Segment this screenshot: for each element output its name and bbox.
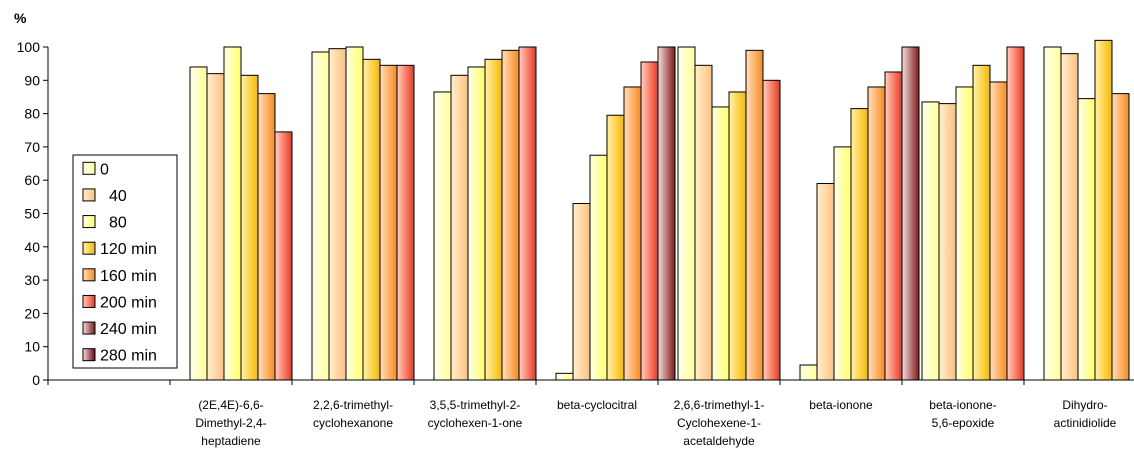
y-tick-label: 70 [24,139,40,155]
x-tick-label: Dihydro-actinidiolide [1054,398,1117,430]
x-tick-label: 2,2,6-trimethyl-cyclohexanone [313,398,393,430]
legend-swatch [82,241,96,255]
legend-swatch [82,215,96,229]
bar [816,183,835,381]
legend-label: 80 [109,215,127,232]
bar [396,64,415,381]
legend-swatch [82,161,96,175]
y-tick-label: 30 [24,272,40,288]
bar [850,108,869,381]
legend-swatch [82,348,96,362]
y-axis: 0 10 20 30 40 50 60 70 80 90 100 [17,39,49,388]
bar [762,79,781,381]
bar [240,74,259,381]
legend-label: 0 [100,161,109,178]
bar [362,58,381,381]
y-tick-label: 90 [24,72,40,88]
legend-swatch [82,321,96,335]
bar [989,81,1008,381]
y-tick-label: 0 [32,372,40,388]
x-tick-label: beta-ionone [809,398,873,412]
bar [589,154,608,381]
y-tick-label: 40 [24,239,40,255]
bar [677,46,696,381]
bar [501,49,520,381]
bar [257,93,276,381]
legend-label: 160 min [100,268,157,285]
legend: 040 80 120 min 160 min 200 min 240 min 280 min [72,154,178,369]
bar [206,73,225,381]
bar [328,48,347,381]
bar [1094,39,1113,381]
bar [694,64,713,381]
y-tick-label: 60 [24,172,40,188]
bar [450,74,469,381]
bar [274,131,293,381]
bar [606,114,625,381]
bar [955,86,974,381]
bar [433,91,452,381]
legend-label: 280 min [100,348,157,365]
bar [555,372,574,381]
bar [640,61,659,381]
legend-label: 120 min [100,241,157,258]
bar [711,106,730,381]
bar [484,58,503,381]
bar [921,101,940,381]
x-tick-label: beta-ionone-5,6-epoxide [929,398,996,430]
legend-label: 240 min [100,321,157,338]
bar [379,64,398,381]
bar [345,46,364,381]
bar [867,86,886,381]
bar [884,71,903,381]
y-axis-unit-label: % [14,10,27,26]
bar [901,46,920,381]
bar [623,86,642,381]
bar [657,46,676,381]
bar [1006,46,1025,381]
x-tick-label: 3,5,5-trimethyl-2-cyclohexen-1-one [428,398,523,430]
bars [189,39,1130,381]
bar [1111,93,1130,381]
x-tick-label: (2E,4E)-6,6-Dimethyl-2,4-heptadiene [195,398,266,448]
bar [572,203,591,381]
x-tick-label: 2,6,6-trimethyl-1-Cyclohexene-1-acetalde… [674,398,765,448]
legend-label: 200 min [100,294,157,311]
bar [938,103,957,381]
bar [972,64,991,381]
bar [1060,53,1079,381]
y-tick-label: 100 [17,39,41,55]
y-tick-label: 10 [24,339,40,355]
y-tick-label: 80 [24,106,40,122]
bar [189,66,208,381]
legend-swatch [82,188,96,202]
x-axis: (2E,4E)-6,6-Dimethyl-2,4-heptadiene 2,2,6… [47,379,1134,448]
legend-swatch [82,294,96,308]
bar [518,46,537,381]
bar [799,364,818,381]
bar [728,91,747,381]
y-tick-label: 50 [24,206,40,222]
legend-swatch [82,268,96,282]
y-tick-label: 20 [24,305,40,321]
x-tick-label: beta-cyclocitral [557,398,637,412]
bar [467,66,486,381]
bar [223,46,242,381]
bar [833,146,852,381]
bar [1077,98,1096,381]
bar [311,51,330,381]
bar [1043,46,1062,381]
legend-label: 40 [109,188,127,205]
bar [745,49,764,381]
